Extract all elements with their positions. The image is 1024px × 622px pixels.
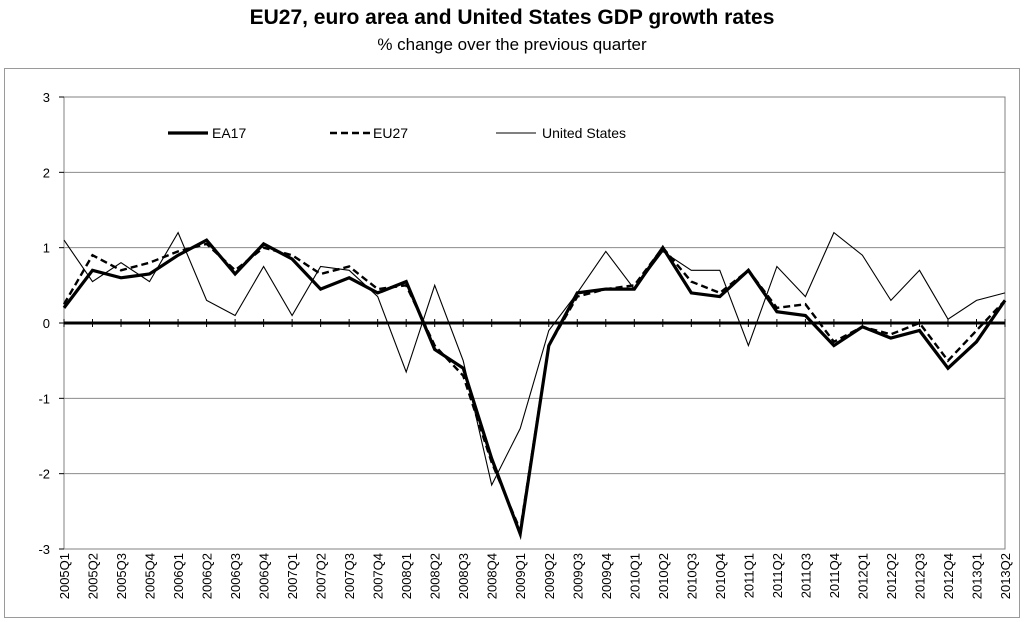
legend-label-eu27: EU27 [373,125,408,141]
y-tick-label: 0 [43,316,50,331]
x-tick-label: 2007Q3 [342,553,357,599]
x-tick-label: 2009Q4 [599,553,614,599]
y-tick-label: 1 [43,241,50,256]
x-tick-label: 2010Q3 [684,553,699,599]
series-lines [62,231,1007,541]
x-tick-label: 2011Q2 [770,553,785,598]
legend-label-united-states: United States [542,125,626,141]
x-tick-label: 2006Q1 [171,553,186,599]
chart-title: EU27, euro area and United States GDP gr… [249,6,775,29]
series-line-ea17 [62,238,1007,541]
x-tick-label: 2010Q4 [713,553,728,599]
x-tick-label: 2005Q1 [57,553,72,599]
x-tick-label: 2012Q4 [941,553,956,599]
x-tick-label: 2005Q3 [114,553,129,599]
grid-lines [64,96,1005,550]
x-tick-label: 2011Q1 [741,553,756,598]
y-tick-label: 3 [43,90,50,105]
x-tick-label: 2009Q1 [513,553,528,599]
x-axis-ticks: 2005Q1 2005Q2 2005Q3 2005Q4 2006Q1 2006Q2 2006… [57,319,1013,599]
x-tick-label: 2008Q2 [428,553,443,599]
x-tick-label: 2010Q2 [656,553,671,599]
x-tick-label: 2013Q2 [998,553,1013,599]
legend: EA17 EU27 United States [168,125,626,141]
chart-frame [4,68,1020,618]
y-axis-ticks: 3 2 1 0 -1 -2 -3 [38,90,64,557]
x-tick-label: 2006Q4 [257,553,272,599]
chart-subtitle: % change over the previous quarter [377,35,647,54]
x-tick-label: 2008Q4 [485,553,500,599]
x-tick-label: 2008Q3 [456,553,471,599]
x-tick-label: 2013Q1 [969,553,984,599]
x-tick-label: 2010Q1 [627,553,642,599]
x-tick-label: 2012Q1 [855,553,870,599]
y-tick-label: 2 [43,165,50,180]
x-tick-label: 2005Q4 [143,553,158,599]
y-tick-label: -1 [38,391,50,406]
x-tick-label: 2009Q2 [542,553,557,599]
y-tick-label: -2 [38,467,50,482]
x-tick-label: 2011Q4 [827,553,842,598]
y-tick-label: -3 [38,542,50,557]
series-line-united-states [63,231,1006,487]
series-line-eu27 [62,242,1006,535]
x-tick-label: 2012Q3 [912,553,927,599]
x-tick-label: 2005Q2 [86,553,101,599]
x-tick-label: 2007Q2 [314,553,329,599]
x-tick-label: 2007Q4 [371,553,386,599]
x-tick-label: 2008Q1 [399,553,414,599]
legend-label-ea17: EA17 [212,125,246,141]
x-tick-label: 2009Q3 [570,553,585,599]
x-tick-label: 2006Q3 [228,553,243,599]
x-tick-label: 2006Q2 [200,553,215,599]
x-tick-label: 2007Q1 [285,553,300,599]
x-tick-label: 2011Q3 [798,553,813,598]
x-tick-label: 2012Q2 [884,553,899,599]
